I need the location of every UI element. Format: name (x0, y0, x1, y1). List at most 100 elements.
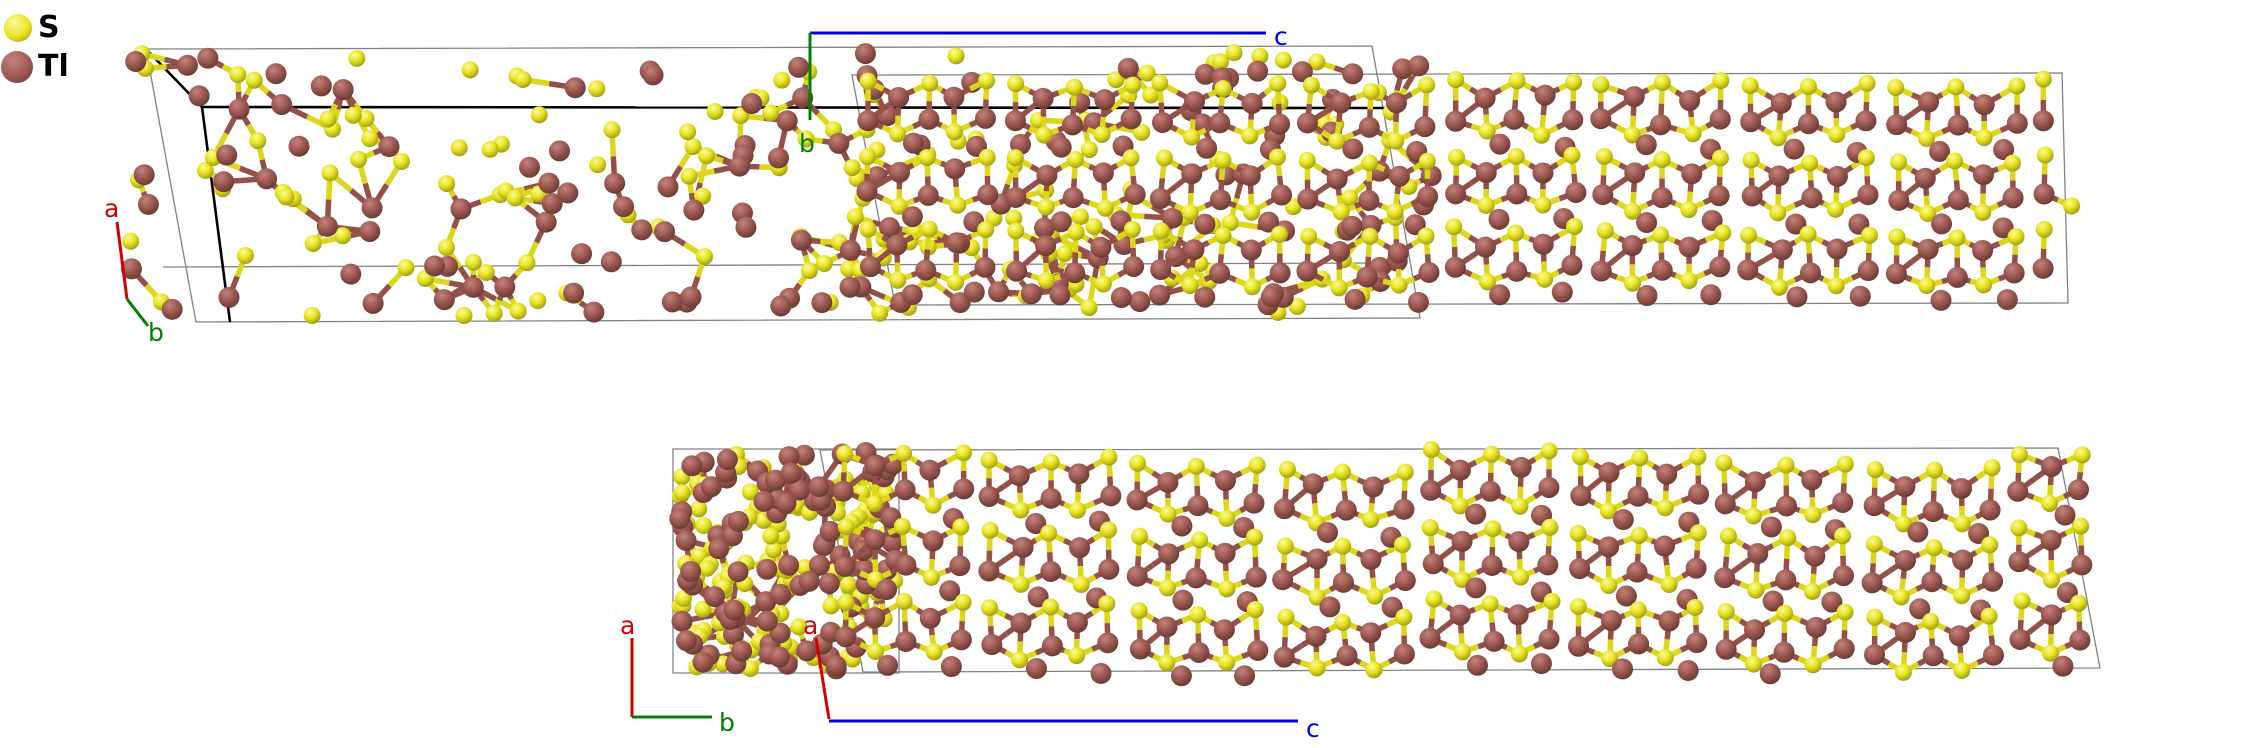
atom-Tl (1627, 485, 1649, 507)
atom-Tl (1414, 116, 1436, 138)
atom-Tl (877, 654, 899, 676)
atom-S (1947, 78, 1965, 96)
atom-S (1361, 227, 1379, 245)
atom-Tl (1677, 659, 1699, 681)
atom-Tl (1759, 663, 1781, 685)
atom-Tl (1832, 491, 1854, 513)
atom-S (1922, 612, 1940, 630)
atom-S (506, 189, 524, 207)
atom-S (1828, 126, 1846, 144)
atom-S (1448, 148, 1466, 166)
atom-Tl (946, 232, 968, 254)
atom-S (947, 273, 965, 291)
atom-S (1277, 608, 1295, 626)
atom-Tl (1317, 521, 1339, 543)
atom-S (1926, 461, 1944, 479)
atom-Tl (1260, 286, 1282, 308)
atom-S (1481, 595, 1499, 613)
atom-S (589, 156, 607, 174)
atom-Tl (1914, 167, 1936, 189)
atom-Tl (796, 640, 818, 662)
atom-Tl (1612, 509, 1634, 531)
atom-Tl (876, 579, 898, 601)
atom-Tl (535, 211, 557, 233)
atom-Tl (1393, 643, 1415, 665)
atom-Tl (1068, 463, 1090, 485)
atom-S (762, 527, 780, 545)
atom-S (477, 263, 495, 281)
atom-Tl (859, 256, 881, 278)
atom-Tl (1615, 585, 1637, 607)
thallium-legend-label: Tl (38, 49, 69, 84)
atom-Tl (1332, 571, 1354, 593)
atom-Tl (1194, 213, 1216, 235)
atom-Tl (963, 281, 985, 303)
atom-Tl (1488, 208, 1510, 230)
atom-Tl (1532, 233, 1554, 255)
atom-Tl (1590, 108, 1612, 130)
atom-Tl (1863, 644, 1885, 666)
atom-S (1037, 272, 1055, 290)
atom-Tl (2008, 551, 2030, 573)
atom-S (893, 517, 911, 535)
atom-Tl (988, 281, 1010, 303)
atom-S (1629, 601, 1647, 619)
atom-S (1888, 228, 1906, 246)
atom-Tl (953, 478, 975, 500)
top-crystal-region (856, 70, 2081, 313)
atom-Tl (1740, 111, 1762, 133)
atom-S (954, 593, 972, 611)
atom-S (1507, 224, 1525, 242)
atom-Tl (1330, 92, 1352, 114)
atom-S (846, 208, 864, 226)
atom-Tl (1885, 263, 1907, 285)
atom-S (1122, 149, 1140, 167)
atom-S (1803, 582, 1821, 600)
atom-Tl (978, 560, 1000, 582)
atom-S (334, 227, 352, 245)
atom-S (1660, 576, 1678, 594)
atom-Tl (1861, 572, 1883, 594)
atom-Tl (1090, 236, 1112, 258)
atom-S (1080, 299, 1098, 317)
atom-Tl (1826, 165, 1848, 187)
atom-Tl (793, 444, 815, 466)
atom-S (698, 147, 716, 165)
atom-S (1308, 53, 1326, 71)
atom-S (1386, 203, 1404, 221)
atom-S (1478, 273, 1496, 291)
atom-Tl (943, 86, 965, 108)
atom-Tl (1008, 465, 1030, 487)
atom-Tl (1929, 140, 1951, 162)
atom-S (1284, 198, 1302, 216)
atom-Tl (1688, 483, 1710, 505)
atom-Tl (1344, 288, 1366, 310)
atom-S (1777, 456, 1795, 474)
atom-S (2008, 77, 2026, 95)
atom-Tl (1064, 262, 1086, 284)
atom-S (437, 239, 455, 257)
atom-Tl (1273, 498, 1295, 520)
atom-Tl (680, 286, 702, 308)
atom-S (978, 148, 996, 166)
atom-Tl (768, 147, 790, 169)
atom-Tl (1449, 604, 1471, 626)
atom-Tl (974, 107, 996, 129)
atom-Tl (756, 610, 778, 632)
atom-S (836, 445, 854, 463)
atom-Tl (1196, 137, 1218, 159)
atom-Tl (1561, 254, 1583, 276)
atom-S (1595, 147, 1613, 165)
atom-Tl (1612, 658, 1634, 680)
axis-label-a: a (803, 611, 818, 640)
atom-Tl (1996, 289, 2018, 311)
atom-S (1534, 196, 1552, 214)
atom-S (1804, 656, 1822, 674)
atom-S (762, 104, 780, 122)
atom-Tl (1090, 662, 1112, 684)
atom-S (895, 444, 913, 462)
atom-S (1334, 537, 1352, 555)
atom-Tl (1066, 611, 1088, 633)
atom-S (1225, 44, 1243, 62)
atom-S (1569, 524, 1587, 542)
